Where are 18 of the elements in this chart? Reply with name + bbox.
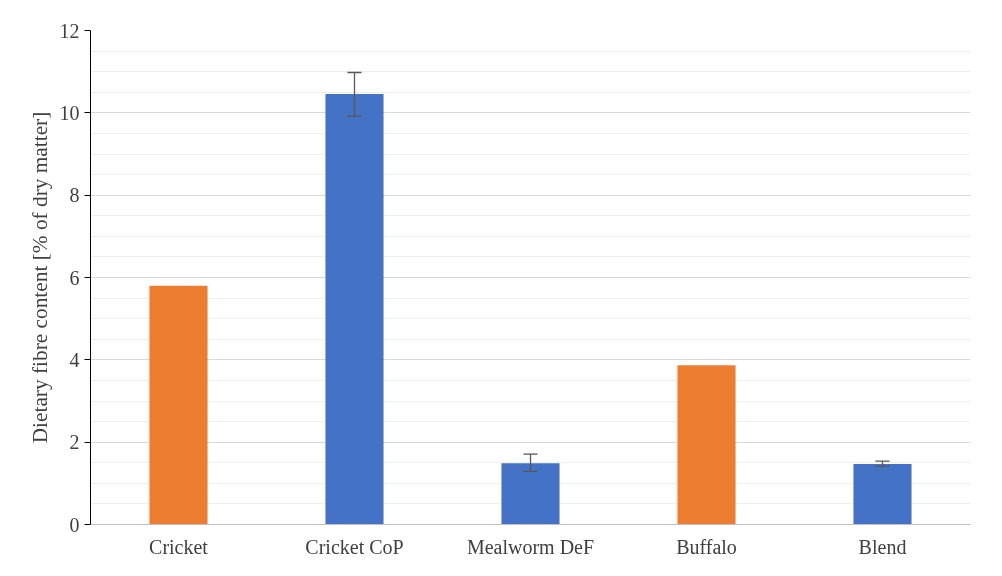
y-tick-label: 0 — [69, 513, 80, 536]
y-tick-label: 10 — [59, 101, 80, 124]
y-tick-label: 6 — [69, 266, 80, 289]
x-tick-label: Cricket CoP — [305, 535, 404, 558]
y-tick-label: 4 — [69, 348, 80, 371]
y-tick-label: 2 — [69, 431, 80, 454]
y-tick-label: 8 — [69, 184, 80, 207]
bar — [853, 463, 912, 525]
bar — [501, 463, 560, 525]
bar — [149, 285, 208, 525]
x-tick-label: Buffalo — [676, 535, 737, 558]
bar — [677, 365, 736, 525]
x-tick-label: Cricket — [149, 535, 209, 558]
x-tick-label: Blend — [858, 535, 907, 558]
y-axis-title: Dietary fibre content [% of dry matter] — [27, 111, 52, 444]
bar — [325, 93, 384, 525]
y-tick-label: 12 — [59, 19, 80, 42]
x-tick-label: Mealworm DeF — [466, 535, 595, 558]
